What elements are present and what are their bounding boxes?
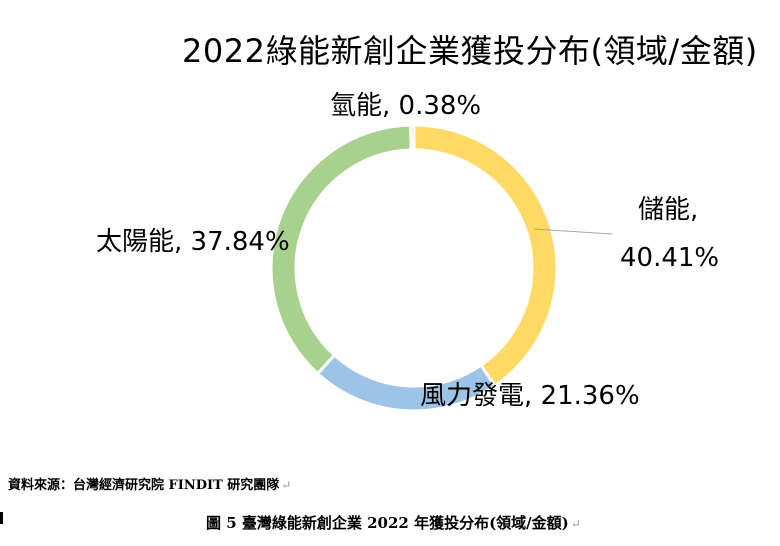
donut-slice-0: [412, 123, 559, 388]
slice-label-storage: 儲能,: [638, 195, 699, 226]
figure-caption: 圖 5 臺灣綠能新創企業 2022 年獲投分布(領域/金額) ↵: [206, 512, 581, 533]
source-note: 資料來源：台灣經濟研究院 FINDIT 研究團隊 ↵: [8, 474, 291, 493]
return-mark: ↵: [570, 517, 581, 531]
slice-label-solar: 太陽能, 37.84%: [96, 227, 290, 257]
slice-label-wind: 風力發電, 21.36%: [420, 381, 640, 411]
chart-title: 2022綠能新創企業獲投分布(領域/金額): [182, 32, 758, 70]
leader-line-storage: [533, 228, 613, 235]
slice-label-hydrogen: 氫能, 0.38%: [330, 91, 482, 121]
slice-label-storage-name: 儲能,: [638, 195, 699, 225]
donut-chart: [269, 123, 613, 413]
donut-slice-3: [409, 123, 416, 152]
source-note-text: 資料來源：台灣經濟研究院 FINDIT 研究團隊: [8, 478, 280, 493]
return-mark: ↵: [281, 478, 292, 492]
donut-slice-2: [269, 123, 413, 376]
slice-value-storage: 40.41%: [620, 243, 720, 273]
figure-caption-text: 圖 5 臺灣綠能新創企業 2022 年獲投分布(領域/金額): [206, 514, 569, 532]
text-cursor: [0, 512, 3, 524]
